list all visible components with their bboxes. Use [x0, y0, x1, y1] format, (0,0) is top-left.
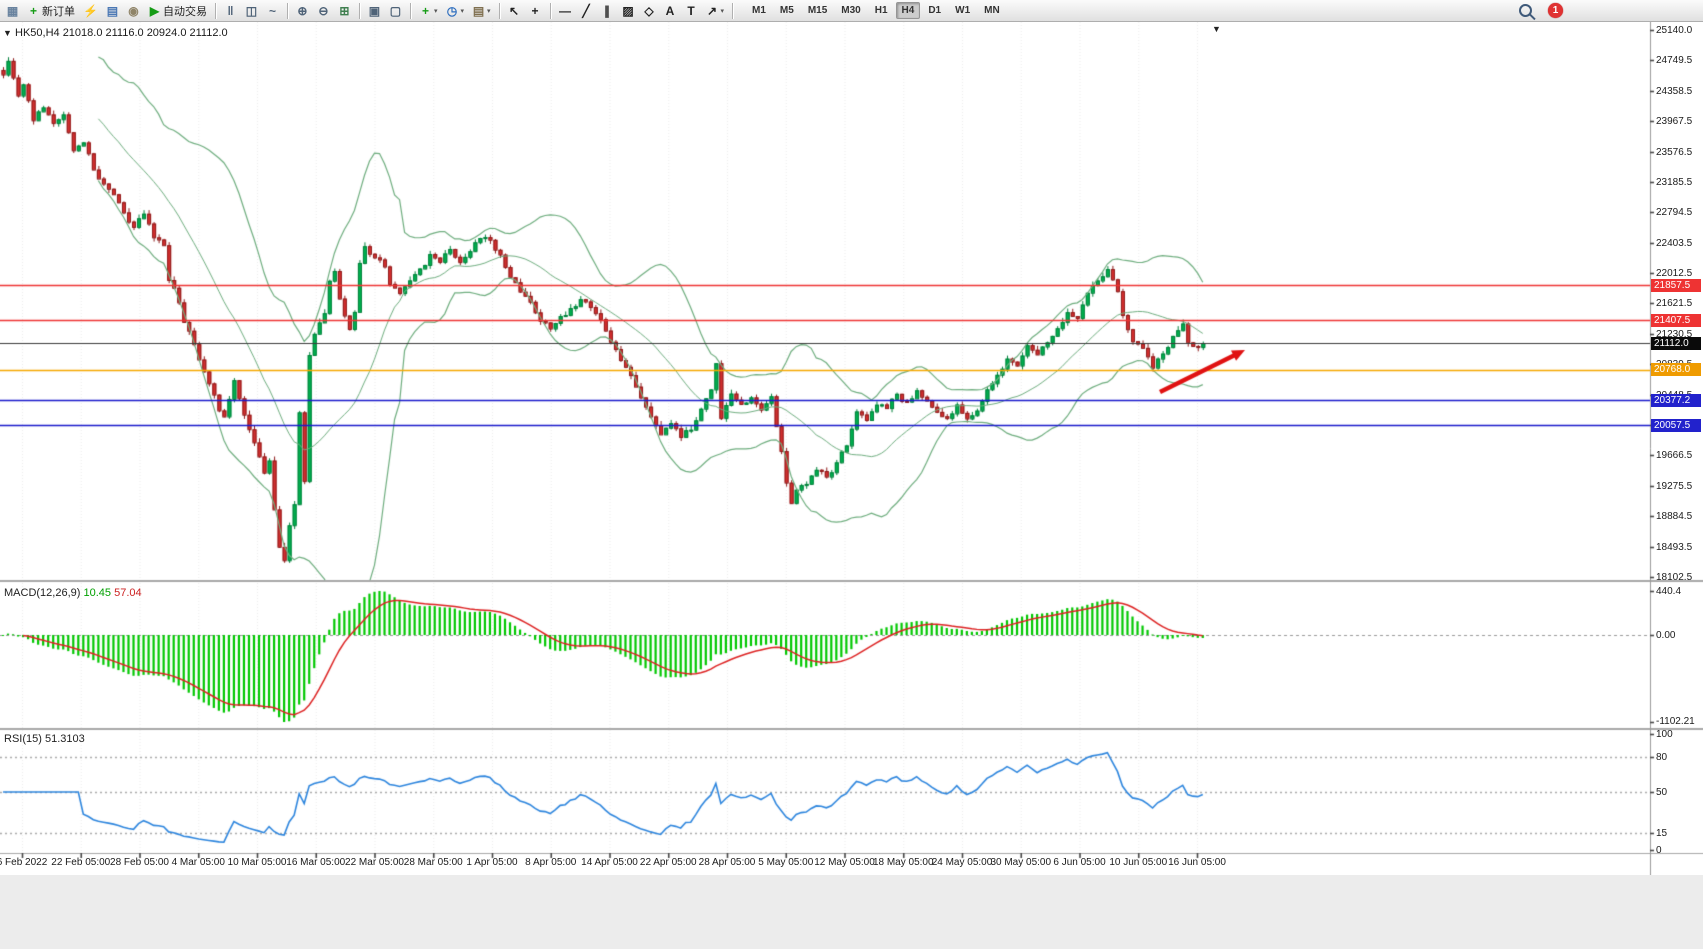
macd-indicator-label: MACD(12,26,9) 10.45 57.04	[4, 587, 142, 599]
auto-trading-glyph: ▶	[149, 3, 160, 18]
templates-button-dropdown-icon[interactable]: ▾	[486, 7, 491, 15]
templates-glyph: ▤	[472, 3, 485, 18]
chart-collapse-icon[interactable]: ▼	[3, 28, 12, 38]
shapes-tool-glyph: ◇	[644, 3, 654, 18]
text-tool-glyph: A	[665, 3, 675, 18]
horizontal-line-tool-glyph: ―	[559, 3, 571, 18]
price-chart-canvas[interactable]	[0, 22, 1703, 875]
zoom-in-icon-glyph: ⊕	[297, 3, 308, 18]
tile-windows-icon[interactable]: ⊞	[335, 2, 354, 20]
label-tool[interactable]: T	[682, 2, 701, 20]
macd-main-value: 10.45	[83, 587, 112, 599]
chart-area: ▼ HK50,H4 21018.0 21116.0 20924.0 21112.…	[0, 22, 1703, 875]
timeframe-group: M1 M5 M15 M30 H1 H4 D1 W1 MN	[745, 2, 1007, 19]
alerts-icon[interactable]: ⚡	[80, 2, 101, 20]
timeframe-M1[interactable]: M1	[752, 5, 766, 16]
new-order-button-label: 新订单	[42, 5, 75, 18]
profiles-icon-glyph: ▤	[106, 3, 119, 18]
arrows-tool[interactable]: ↗ ▾	[703, 2, 728, 20]
toolbar-separator	[214, 2, 216, 19]
auto-trading-button[interactable]: ▶ 自动交易	[145, 2, 210, 20]
toolbar-separator	[732, 2, 734, 19]
rsi-indicator-label: RSI(15) 51.3103	[4, 733, 85, 745]
arrange-windows-icon[interactable]: ▣	[365, 2, 384, 20]
toolbar-separator	[286, 2, 288, 19]
timeframe-H1[interactable]: H1	[874, 5, 888, 16]
notification-badge[interactable]: 1	[1548, 3, 1563, 18]
new-order-button[interactable]: + 新订单	[24, 2, 78, 20]
toolbar-right-group: 1	[1519, 3, 1563, 18]
timeframe-W1[interactable]: W1	[955, 5, 971, 16]
line-chart-mode-icon-glyph: ~	[268, 3, 276, 18]
bar-chart-mode-icon[interactable]: ‖	[221, 2, 240, 20]
zoom-out-icon[interactable]: ⊖	[314, 2, 333, 20]
line-chart-mode-icon[interactable]: ~	[263, 2, 282, 20]
cursor-tool-glyph: ↖	[508, 3, 520, 18]
community-icon[interactable]: ◉	[124, 2, 143, 20]
timeframe-H4[interactable]: H4	[895, 2, 921, 19]
periods-glyph: ◷	[446, 3, 458, 18]
profiles-icon[interactable]: ▤	[103, 2, 122, 20]
arrows-tool-glyph: ↗	[706, 3, 718, 18]
chart-window-icon-glyph: ▦	[6, 3, 19, 18]
toolbar-separator	[358, 2, 360, 19]
bar-chart-mode-icon-glyph: ‖	[227, 3, 234, 18]
trendline-tool-glyph: ╱	[582, 3, 590, 18]
new-order-glyph: +	[29, 3, 37, 18]
timeframe-D1[interactable]: D1	[928, 5, 942, 16]
community-icon-glyph: ◉	[128, 3, 139, 18]
chart-window-icon[interactable]: ▦	[3, 2, 22, 20]
text-tool[interactable]: A	[661, 2, 680, 20]
candlestick-mode-icon[interactable]: ◫	[242, 2, 261, 20]
rsi-name: RSI(15)	[4, 733, 42, 745]
candlestick-mode-icon-glyph: ◫	[245, 3, 258, 18]
periods-button[interactable]: ◷ ▾	[442, 2, 467, 20]
indicators-button-dropdown-icon[interactable]: ▾	[433, 7, 438, 15]
fibonacci-tool[interactable]: ▨	[619, 2, 638, 20]
toolbar-separator	[498, 2, 500, 19]
auto-trading-button-label: 自动交易	[162, 5, 207, 18]
macd-signal-value: 57.04	[114, 587, 142, 599]
cascade-windows-icon[interactable]: ▢	[386, 2, 405, 20]
templates-button[interactable]: ▤ ▾	[469, 2, 494, 20]
arrange-windows-icon-glyph: ▣	[368, 3, 381, 18]
cursor-tool[interactable]: ↖	[505, 2, 524, 20]
crosshair-tool[interactable]: +	[526, 2, 545, 20]
macd-name: MACD(12,26,9)	[4, 587, 81, 599]
timeframe-M30[interactable]: M30	[841, 5, 861, 16]
alerts-icon-glyph: ⚡	[83, 3, 98, 18]
symbol-ohlc-label: HK50,H4 21018.0 21116.0 20924.0 21112.0	[15, 27, 228, 39]
indicators-glyph: +	[421, 3, 429, 18]
zoom-out-icon-glyph: ⊖	[318, 3, 329, 18]
timeframe-M5[interactable]: M5	[779, 5, 794, 16]
arrows-tool-dropdown-icon[interactable]: ▾	[720, 7, 725, 15]
toolbar-separator	[549, 2, 551, 19]
toolbar: ▦ + 新订单 ⚡ ▤ ◉ ▶ 自动交易 ‖ ◫ ~ ⊕ ⊖ ⊞ ▣ ▢ + ▾ ◷ ▾ ▤ ▾ ↖ + ― ╱ ∥ ▨ ◇ A T ↗ ▾ M1…	[0, 0, 1703, 22]
trendline-tool[interactable]: ╱	[577, 2, 596, 20]
fibonacci-tool-glyph: ▨	[622, 3, 634, 18]
chart-shift-marker-icon[interactable]: ▼	[1212, 24, 1221, 34]
periods-button-dropdown-icon[interactable]: ▾	[460, 7, 464, 15]
zoom-in-icon[interactable]: ⊕	[293, 2, 312, 20]
cascade-windows-icon-glyph: ▢	[389, 3, 402, 18]
shapes-tool[interactable]: ◇	[640, 2, 659, 20]
crosshair-tool-glyph: +	[531, 3, 539, 18]
rsi-value: 51.3103	[44, 733, 85, 745]
timeframe-M15[interactable]: M15	[807, 5, 828, 16]
horizontal-line-tool[interactable]: ―	[556, 2, 575, 20]
indicators-button[interactable]: + ▾	[416, 2, 441, 20]
channel-tool-glyph: ∥	[604, 3, 610, 18]
search-icon[interactable]	[1519, 4, 1532, 17]
tile-windows-icon-glyph: ⊞	[339, 3, 350, 18]
channel-tool[interactable]: ∥	[598, 2, 617, 20]
toolbar-separator	[409, 2, 411, 19]
timeframe-MN[interactable]: MN	[984, 5, 1000, 16]
label-tool-glyph: T	[687, 3, 695, 18]
